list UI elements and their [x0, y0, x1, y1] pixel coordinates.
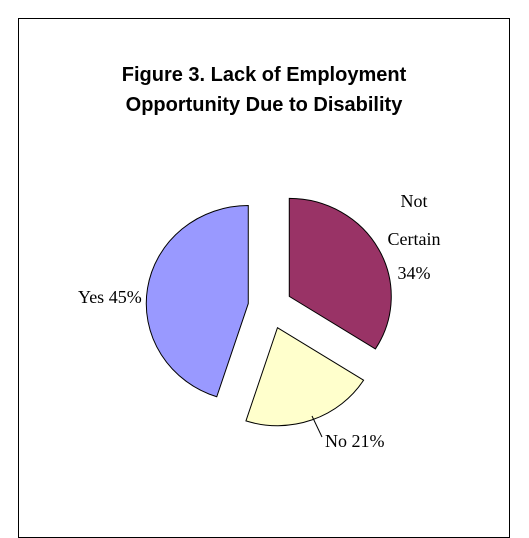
chart-title: Figure 3. Lack of Employment Opportunity… — [18, 60, 510, 120]
slice-label-not-certain-line-3: 34% — [398, 263, 431, 283]
chart-frame — [18, 18, 510, 538]
pie-labels: Not Certain 34% No 21% Yes 45% — [78, 191, 440, 451]
slice-label-no-leader-line — [311, 415, 323, 438]
slice-label-no: No 21% — [325, 431, 385, 451]
slice-label-not-certain-line-1: Not — [401, 191, 428, 211]
pie-slice-no — [245, 326, 365, 427]
pie-chart: Not Certain 34% No 21% Yes 45% — [78, 191, 440, 451]
pie-slice-not-certain — [288, 197, 392, 350]
pie-slice-yes — [145, 205, 249, 398]
chart-title-line-1: Figure 3. Lack of Employment — [121, 64, 407, 86]
slice-label-yes: Yes 45% — [78, 287, 142, 307]
chart-title-line-2: Opportunity Due to Disability — [125, 94, 403, 116]
pie-slices — [145, 197, 392, 427]
slice-label-not-certain-line-2: Certain — [388, 229, 441, 249]
